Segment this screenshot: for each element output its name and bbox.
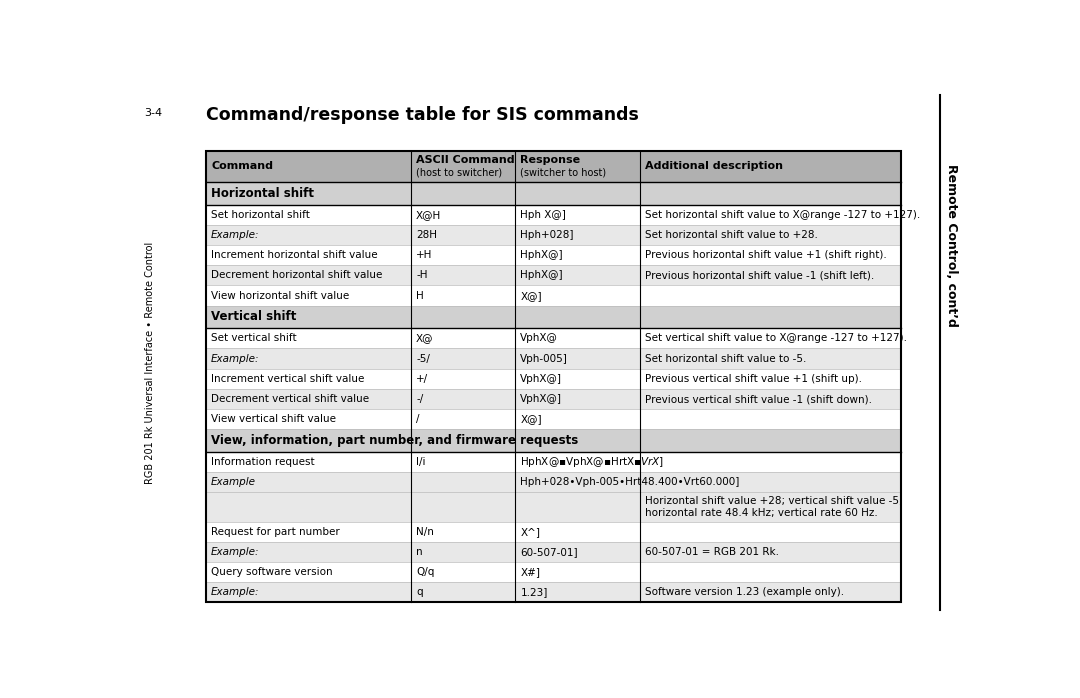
Text: Vph-005]: Vph-005] [521,354,568,364]
Text: +H: +H [416,250,432,260]
Text: X#]: X#] [521,567,540,577]
Text: 28H: 28H [416,230,437,240]
Text: 60-507-01]: 60-507-01] [521,547,578,557]
Text: 1.23]: 1.23] [521,587,548,597]
Bar [206,582,901,602]
Text: +/: +/ [416,374,429,384]
Text: View, information, part number, and firmware requests: View, information, part number, and firm… [212,434,579,447]
Text: Previous horizontal shift value +1 (shift right).: Previous horizontal shift value +1 (shif… [646,250,887,260]
Text: Command/response table for SIS commands: Command/response table for SIS commands [206,106,639,124]
Text: RGB 201 Rk Universal Interface • Remote Control: RGB 201 Rk Universal Interface • Remote … [145,242,156,484]
Text: Software version 1.23 (example only).: Software version 1.23 (example only). [646,587,845,597]
Text: X^]: X^] [521,526,540,537]
Text: Horizontal shift value +28; vertical shift value -5;: Horizontal shift value +28; vertical shi… [646,496,903,506]
Text: -H: -H [416,270,428,281]
Bar [206,472,901,492]
Text: -5/: -5/ [416,354,430,364]
Bar [206,348,901,369]
Text: Previous vertical shift value -1 (shift down).: Previous vertical shift value -1 (shift … [646,394,873,404]
Text: HphX@]: HphX@] [521,250,563,260]
Text: q: q [416,587,422,597]
Text: Previous horizontal shift value -1 (shift left).: Previous horizontal shift value -1 (shif… [646,270,875,281]
Bar [206,306,901,328]
Text: X@H: X@H [416,209,442,220]
Text: Decrement horizontal shift value: Decrement horizontal shift value [212,270,382,281]
Text: VphX@]: VphX@] [521,394,563,404]
Text: Set vertical shift value to X@range -127 to +127).: Set vertical shift value to X@range -127… [646,334,907,343]
Text: Example:: Example: [212,547,259,557]
Text: ASCII Command: ASCII Command [416,155,515,165]
Bar [206,492,901,521]
Text: Set vertical shift: Set vertical shift [212,334,297,343]
Bar [206,429,901,452]
Text: Hph+028•Vph-005•Hrt48.400•Vrt60.000]: Hph+028•Vph-005•Hrt48.400•Vrt60.000] [521,477,740,487]
Text: Example:: Example: [212,230,259,240]
Bar [206,225,901,245]
Bar [206,151,901,602]
Text: Hph X@]: Hph X@] [521,209,566,220]
Text: Example: Example [212,477,256,487]
Text: 3-4: 3-4 [145,108,162,118]
Bar [206,562,901,582]
Text: (switcher to host): (switcher to host) [521,167,607,177]
Text: View vertical shift value: View vertical shift value [212,414,336,424]
Text: n: n [416,547,422,557]
Text: X@]: X@] [521,414,542,424]
Text: Set horizontal shift value to +28.: Set horizontal shift value to +28. [646,230,819,240]
Bar [206,245,901,265]
Text: Information request: Information request [212,457,314,467]
Text: X@: X@ [416,334,433,343]
Bar [206,205,901,225]
Text: HphX@]: HphX@] [521,270,563,281]
Bar [206,452,901,472]
Bar [206,328,901,348]
Text: I/i: I/i [416,457,426,467]
Text: HphX@▪VphX@▪HrtX$▪VrX$]: HphX@▪VphX@▪HrtX$▪VrX$] [521,455,664,469]
Bar [206,542,901,562]
Text: Set horizontal shift value to X@range -127 to +127).: Set horizontal shift value to X@range -1… [646,209,920,220]
Text: Command: Command [212,161,273,172]
Text: H: H [416,290,423,301]
Text: Increment horizontal shift value: Increment horizontal shift value [212,250,378,260]
Text: Hph+028]: Hph+028] [521,230,573,240]
Text: -/: -/ [416,394,423,404]
Bar [206,521,901,542]
Text: Response: Response [521,155,580,165]
Text: (host to switcher): (host to switcher) [416,167,502,177]
Bar [206,265,901,285]
Text: Previous vertical shift value +1 (shift up).: Previous vertical shift value +1 (shift … [646,374,862,384]
Text: Example:: Example: [212,587,259,597]
Text: X@]: X@] [521,290,542,301]
Text: Query software version: Query software version [212,567,333,577]
Text: Additional description: Additional description [646,161,783,172]
Text: N/n: N/n [416,526,434,537]
Bar [206,182,901,205]
Text: Horizontal shift: Horizontal shift [212,187,314,200]
Text: Remote Control, cont’d: Remote Control, cont’d [945,163,958,327]
Text: VphX@: VphX@ [521,334,558,343]
Text: /: / [416,414,420,424]
Text: View horizontal shift value: View horizontal shift value [212,290,350,301]
Bar [206,151,901,182]
Bar [206,369,901,389]
Text: Increment vertical shift value: Increment vertical shift value [212,374,365,384]
Text: Vertical shift: Vertical shift [212,311,297,323]
Text: horizontal rate 48.4 kHz; vertical rate 60 Hz.: horizontal rate 48.4 kHz; vertical rate … [646,507,878,518]
Text: 60-507-01 = RGB 201 Rk.: 60-507-01 = RGB 201 Rk. [646,547,780,557]
Text: Set horizontal shift value to -5.: Set horizontal shift value to -5. [646,354,807,364]
Bar [206,389,901,409]
Text: VphX@]: VphX@] [521,374,563,384]
Text: Example:: Example: [212,354,259,364]
Text: Set horizontal shift: Set horizontal shift [212,209,310,220]
Text: Request for part number: Request for part number [212,526,340,537]
Text: Decrement vertical shift value: Decrement vertical shift value [212,394,369,404]
Text: Q/q: Q/q [416,567,434,577]
Bar [206,409,901,429]
Bar [206,285,901,306]
